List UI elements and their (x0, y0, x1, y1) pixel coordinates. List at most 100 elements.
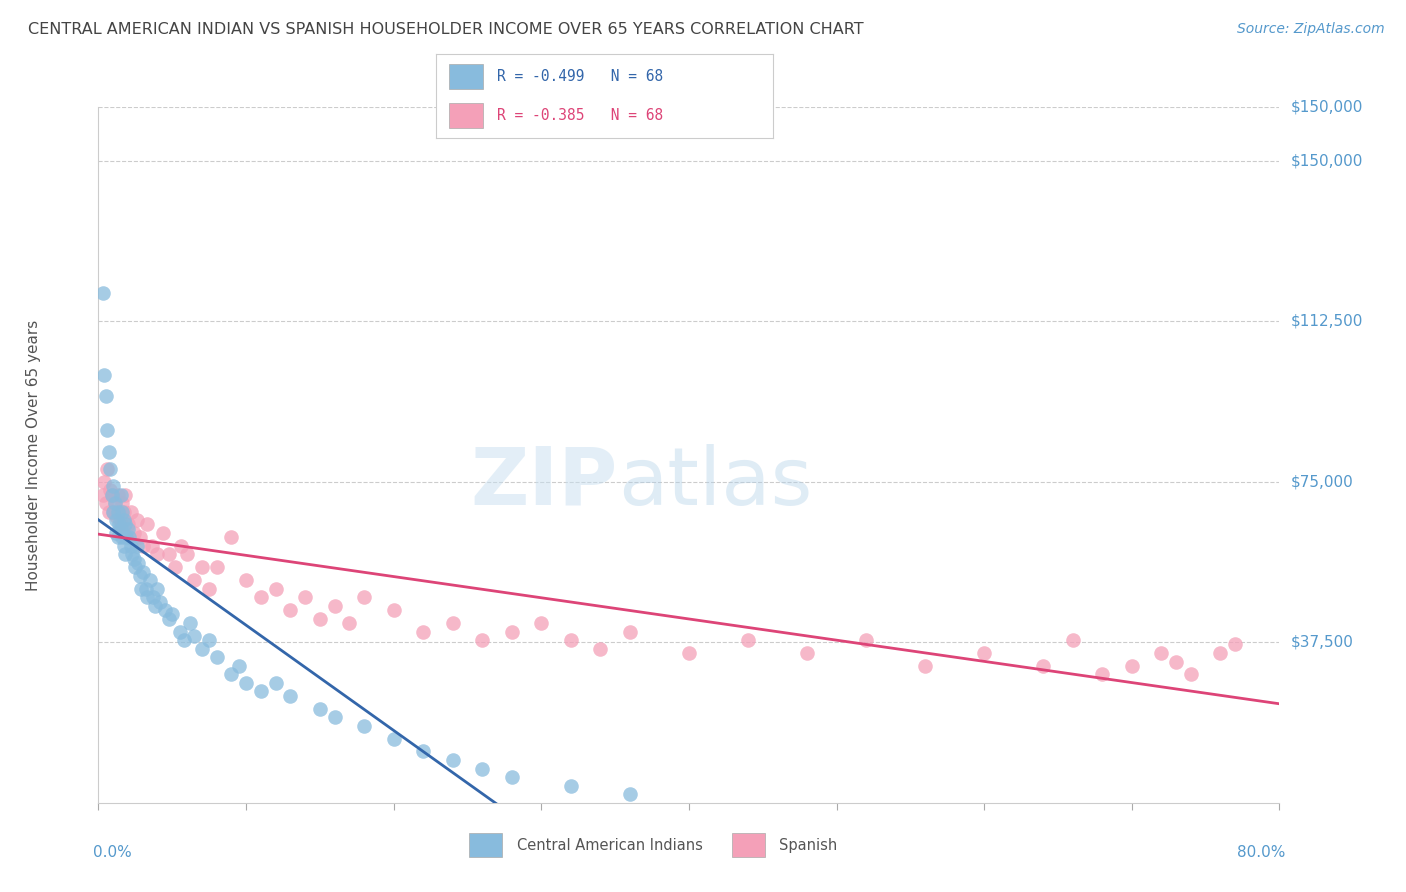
Point (122, 551, 145, 566)
Point (169, 624, 191, 639)
Point (110, 522, 132, 536)
Point (678, 646, 700, 660)
Point (103, 479, 125, 493)
Point (1180, 667, 1202, 681)
Point (107, 487, 129, 501)
Point (1091, 667, 1114, 681)
Point (117, 517, 139, 532)
Point (108, 505, 131, 519)
Point (441, 753, 464, 767)
Point (129, 582, 152, 596)
Point (1164, 655, 1187, 669)
Point (183, 629, 205, 643)
Point (94, 389, 117, 403)
Point (139, 573, 162, 587)
Point (173, 633, 195, 648)
Point (97, 444, 120, 458)
Point (264, 582, 287, 596)
Point (124, 560, 146, 574)
Point (107, 505, 129, 519)
Point (737, 633, 759, 648)
Point (441, 615, 464, 630)
Point (117, 522, 139, 536)
Point (179, 615, 201, 630)
Point (91, 487, 114, 501)
Point (114, 548, 136, 562)
Point (153, 603, 176, 617)
Point (97, 505, 120, 519)
Point (501, 624, 523, 639)
Bar (468, 833, 502, 857)
Bar (731, 833, 765, 857)
Text: Spanish: Spanish (779, 838, 838, 853)
Text: 0.0%: 0.0% (93, 845, 131, 860)
Point (112, 513, 135, 527)
Bar (450, 103, 484, 128)
Point (141, 539, 163, 553)
Point (91, 286, 114, 301)
Text: R = -0.385   N = 68: R = -0.385 N = 68 (496, 108, 662, 123)
Point (127, 556, 149, 570)
Point (294, 591, 316, 605)
Text: $37,500: $37,500 (1291, 635, 1354, 649)
Point (93, 475, 115, 489)
Point (136, 517, 159, 532)
Point (796, 646, 818, 660)
Point (323, 599, 346, 613)
Point (135, 582, 157, 596)
Point (136, 591, 159, 605)
Point (353, 719, 375, 733)
Point (107, 530, 129, 544)
Point (198, 582, 221, 596)
Point (110, 517, 132, 532)
Point (501, 770, 523, 784)
Point (104, 496, 127, 510)
Point (98, 462, 121, 476)
Point (93, 368, 115, 382)
Point (110, 487, 132, 501)
Text: atlas: atlas (619, 443, 813, 522)
Point (111, 505, 134, 519)
Point (111, 530, 134, 544)
Point (205, 650, 228, 665)
Point (228, 658, 250, 673)
Point (100, 487, 122, 501)
Point (96, 423, 118, 437)
Point (1209, 646, 1232, 660)
Point (278, 689, 302, 703)
Point (100, 487, 122, 501)
Point (105, 508, 128, 523)
Text: 80.0%: 80.0% (1237, 845, 1285, 860)
Point (1223, 637, 1246, 651)
Point (104, 496, 127, 510)
Point (115, 530, 138, 544)
Point (165, 560, 187, 574)
Text: $150,000: $150,000 (1291, 153, 1362, 168)
Point (103, 505, 125, 519)
Point (132, 539, 155, 553)
Point (143, 599, 166, 613)
Point (1150, 646, 1173, 660)
Point (146, 548, 169, 562)
Point (198, 633, 221, 648)
Point (471, 633, 494, 648)
Point (96, 462, 118, 476)
Point (118, 530, 141, 544)
Point (264, 676, 287, 690)
Point (382, 731, 405, 746)
Point (235, 676, 257, 690)
Point (1121, 658, 1143, 673)
Point (157, 548, 180, 562)
Point (337, 615, 360, 630)
Text: Source: ZipAtlas.com: Source: ZipAtlas.com (1237, 22, 1385, 37)
Point (973, 646, 995, 660)
Point (162, 607, 183, 622)
Point (157, 612, 180, 626)
Point (128, 569, 150, 583)
Point (191, 641, 214, 656)
Point (914, 658, 936, 673)
Text: $150,000: $150,000 (1291, 100, 1362, 114)
Point (619, 624, 641, 639)
Point (219, 667, 242, 681)
Point (128, 530, 150, 544)
